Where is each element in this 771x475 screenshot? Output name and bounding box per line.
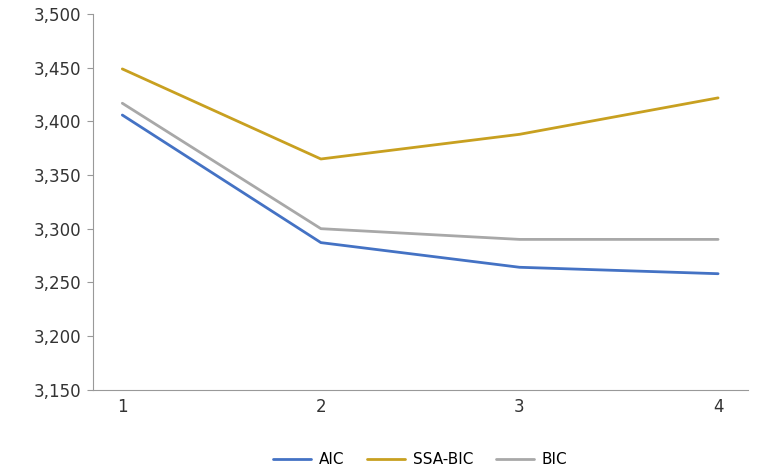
Legend: AIC, SSA-BIC, BIC: AIC, SSA-BIC, BIC — [267, 446, 574, 473]
Line: BIC: BIC — [123, 103, 718, 239]
SSA-BIC — [515, 132, 524, 137]
AIC — [118, 112, 127, 118]
BIC — [118, 100, 127, 106]
BIC — [515, 237, 524, 242]
BIC — [316, 226, 325, 231]
Line: AIC: AIC — [123, 115, 718, 274]
SSA-BIC — [316, 156, 325, 162]
BIC — [713, 237, 722, 242]
SSA-BIC — [713, 95, 722, 101]
Line: SSA-BIC: SSA-BIC — [123, 69, 718, 159]
AIC — [713, 271, 722, 276]
SSA-BIC — [118, 66, 127, 72]
AIC — [316, 240, 325, 246]
AIC — [515, 265, 524, 270]
